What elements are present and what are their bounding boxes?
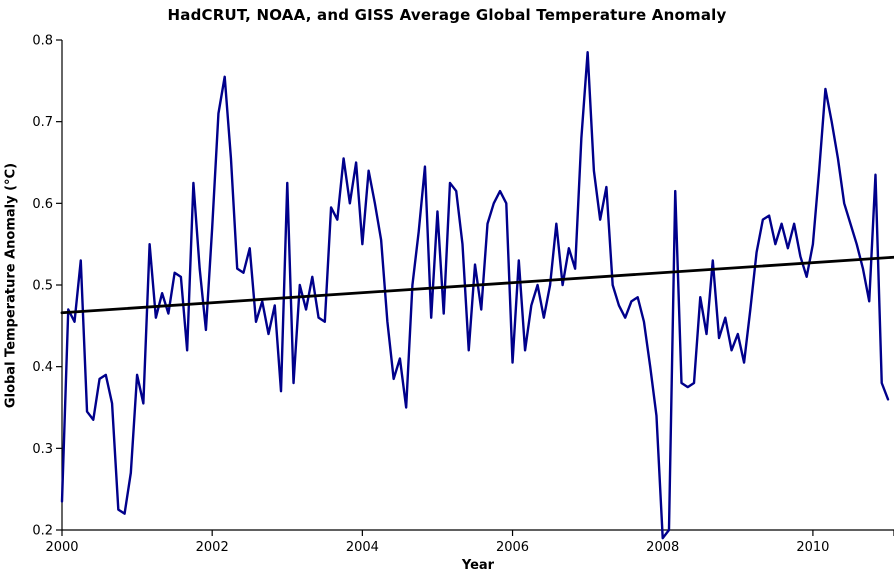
y-tick-label: 0.3 (32, 442, 53, 457)
y-tick-label: 0.4 (32, 360, 53, 375)
y-tick-label: 0.8 (32, 34, 53, 49)
x-tick-label: 2008 (646, 540, 679, 555)
x-tick-label: 2000 (45, 540, 78, 555)
x-axis-title: Year (461, 558, 495, 573)
trend-line (60, 255, 894, 315)
temperature-series-line (60, 51, 890, 540)
x-tick-label: 2002 (196, 540, 229, 555)
y-tick-label: 0.2 (32, 524, 53, 539)
y-tick-label: 0.7 (32, 115, 53, 130)
x-tick-label: 2004 (346, 540, 379, 555)
x-tick-label: 2006 (496, 540, 529, 555)
y-tick-label: 0.5 (32, 279, 53, 294)
x-tick-label: 2010 (796, 540, 829, 555)
y-tick-label: 0.6 (32, 197, 53, 212)
chart-title: HadCRUT, NOAA, and GISS Average Global T… (167, 6, 727, 24)
